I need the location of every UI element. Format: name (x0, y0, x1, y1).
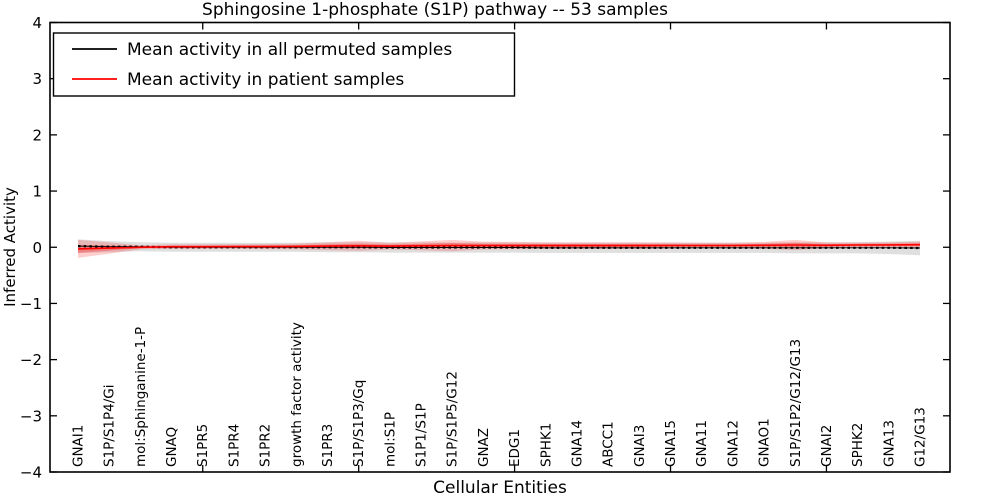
y-axis-label: Inferred Activity (1, 187, 19, 307)
legend-box (52, 32, 516, 97)
x-category-label: GNA12 (725, 420, 741, 467)
plot-area: 4 3 2 1 0 −1 −2 −3 −4 GNAI1 S1P/S1P4/Gi mol:Sphinga… (20, 14, 950, 482)
x-category-label: SPHK2 (850, 423, 866, 467)
x-category-label: mol:Sphinganine-1-P (133, 327, 149, 467)
x-category-label: EDG1 (507, 429, 523, 467)
x-category-label: S1PR2 (258, 424, 274, 467)
y-tick-label: 4 (32, 14, 42, 32)
x-axis-label: Cellular Entities (433, 478, 567, 498)
x-category-label: S1PR3 (320, 424, 336, 467)
chart-title: Sphingosine 1-phosphate (S1P) pathway --… (202, 0, 668, 20)
y-tick-label: −1 (20, 295, 42, 313)
x-category-label: S1P1/S1P (414, 403, 430, 467)
x-category-label: mol:S1P (382, 412, 398, 467)
x-category-label: GNA13 (881, 420, 897, 467)
series-line-patient (77, 243, 921, 250)
y-tick-label: 2 (32, 126, 42, 144)
x-category-label: G12/G13 (913, 407, 929, 467)
x-category-label: ABCC1 (601, 421, 617, 467)
axes-frame (49, 21, 951, 473)
x-category-label: S1P/S1P5/G12 (445, 371, 461, 467)
x-category-label: S1PR4 (226, 424, 242, 467)
y-tick-label: 1 (32, 183, 42, 201)
x-category-label: GNAI2 (819, 425, 835, 467)
x-category-label: growth factor activity (289, 322, 305, 467)
x-category-label: GNA15 (663, 420, 679, 467)
legend: Mean activity in all permuted samples Me… (52, 32, 516, 97)
legend-label-permuted: Mean activity in all permuted samples (127, 40, 452, 60)
x-category-label: S1PR5 (195, 424, 211, 467)
y-tick-label: 0 (32, 239, 42, 257)
y-tick-label: 3 (32, 70, 42, 88)
series-band-1 (78, 239, 920, 258)
x-category-label: S1P/S1P4/Gi (102, 385, 118, 468)
y-tick-label: −3 (20, 407, 42, 425)
x-category-label: GNA11 (694, 420, 710, 467)
x-category-label: S1P/S1P2/G12/G13 (788, 339, 804, 467)
legend-label-patient: Mean activity in patient samples (127, 70, 404, 90)
x-category-label: SPHK1 (538, 423, 554, 467)
x-category-label: GNAZ (476, 428, 492, 467)
x-category-label: GNAI1 (71, 425, 87, 467)
x-category-label: S1P/S1P3/Gq (351, 380, 367, 467)
x-category-label: GNA14 (569, 420, 585, 467)
y-tick-label: −2 (20, 351, 42, 369)
x-category-label: GNAO1 (757, 418, 773, 467)
x-category-label: GNAQ (164, 427, 180, 467)
x-category-label: GNAI3 (632, 425, 648, 467)
y-tick-label: −4 (20, 464, 42, 482)
series-line-permuted-dashes (77, 245, 921, 250)
